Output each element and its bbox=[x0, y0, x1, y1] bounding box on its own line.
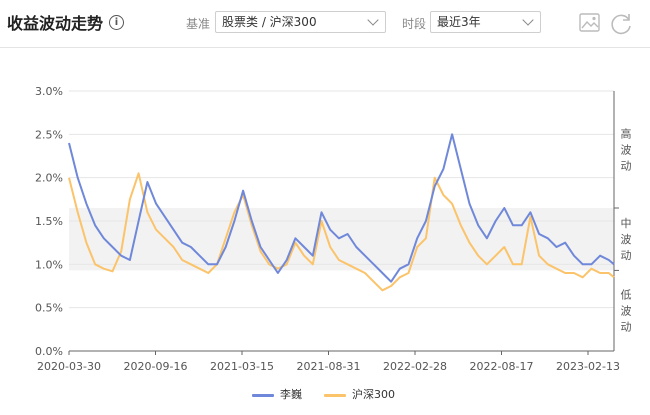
period-label: 时段 bbox=[402, 17, 427, 31]
image-export-icon[interactable] bbox=[578, 11, 602, 35]
svg-text:动: 动 bbox=[621, 249, 632, 262]
band-label: 高波动 bbox=[621, 127, 632, 173]
chart-header: 收益波动走势 i 基准 股票类 / 沪深300 时段 最近3年 bbox=[0, 0, 650, 48]
benchmark-select[interactable]: 股票类 / 沪深300 bbox=[215, 11, 386, 33]
y-tick-label: 3.0% bbox=[35, 85, 63, 98]
series-line-a bbox=[68, 133, 615, 283]
svg-text:动: 动 bbox=[621, 160, 632, 173]
x-tick-label: 2021-03-15 bbox=[210, 360, 274, 373]
period-select-value: 最近3年 bbox=[437, 15, 481, 29]
legend-label: 沪深300 bbox=[352, 388, 395, 401]
y-tick-label: 0.5% bbox=[35, 302, 63, 315]
page-title: 收益波动走势 bbox=[7, 14, 104, 33]
x-tick-label: 2022-02-28 bbox=[383, 360, 447, 373]
svg-text:波: 波 bbox=[621, 305, 632, 318]
y-tick-label: 0.0% bbox=[35, 345, 63, 358]
benchmark-label: 基准 bbox=[186, 17, 211, 31]
band-label: 低波动 bbox=[621, 289, 632, 334]
svg-text:高: 高 bbox=[621, 127, 632, 141]
period-select[interactable]: 最近3年 bbox=[430, 11, 541, 33]
band-label: 中波动 bbox=[621, 217, 632, 262]
benchmark-select-value: 股票类 / 沪深300 bbox=[222, 15, 317, 29]
legend-item-series-a[interactable]: 李巍 bbox=[252, 386, 302, 402]
y-tick-label: 1.0% bbox=[35, 258, 63, 271]
x-tick-label: 2023-02-13 bbox=[556, 360, 620, 373]
x-tick-label: 2021-08-31 bbox=[297, 360, 361, 373]
svg-text:波: 波 bbox=[621, 144, 632, 157]
svg-text:低: 低 bbox=[621, 289, 632, 302]
y-tick-label: 2.0% bbox=[35, 172, 63, 185]
series-line-b bbox=[68, 172, 615, 292]
svg-text:动: 动 bbox=[621, 321, 632, 334]
info-icon[interactable]: i bbox=[109, 15, 124, 30]
svg-text:中: 中 bbox=[621, 217, 632, 230]
x-tick-label: 2020-09-16 bbox=[124, 360, 188, 373]
legend-item-series-b[interactable]: 沪深300 bbox=[324, 386, 395, 402]
x-tick-label: 2020-03-30 bbox=[37, 360, 101, 373]
header-divider bbox=[0, 47, 650, 48]
refresh-icon[interactable] bbox=[608, 11, 634, 37]
legend-swatch bbox=[324, 393, 346, 397]
svg-text:波: 波 bbox=[621, 233, 632, 246]
y-tick-label: 2.5% bbox=[35, 128, 63, 141]
legend-label: 李巍 bbox=[280, 388, 302, 401]
y-tick-label: 1.5% bbox=[35, 215, 63, 228]
x-tick-label: 2022-08-17 bbox=[470, 360, 534, 373]
legend-swatch bbox=[252, 393, 274, 397]
